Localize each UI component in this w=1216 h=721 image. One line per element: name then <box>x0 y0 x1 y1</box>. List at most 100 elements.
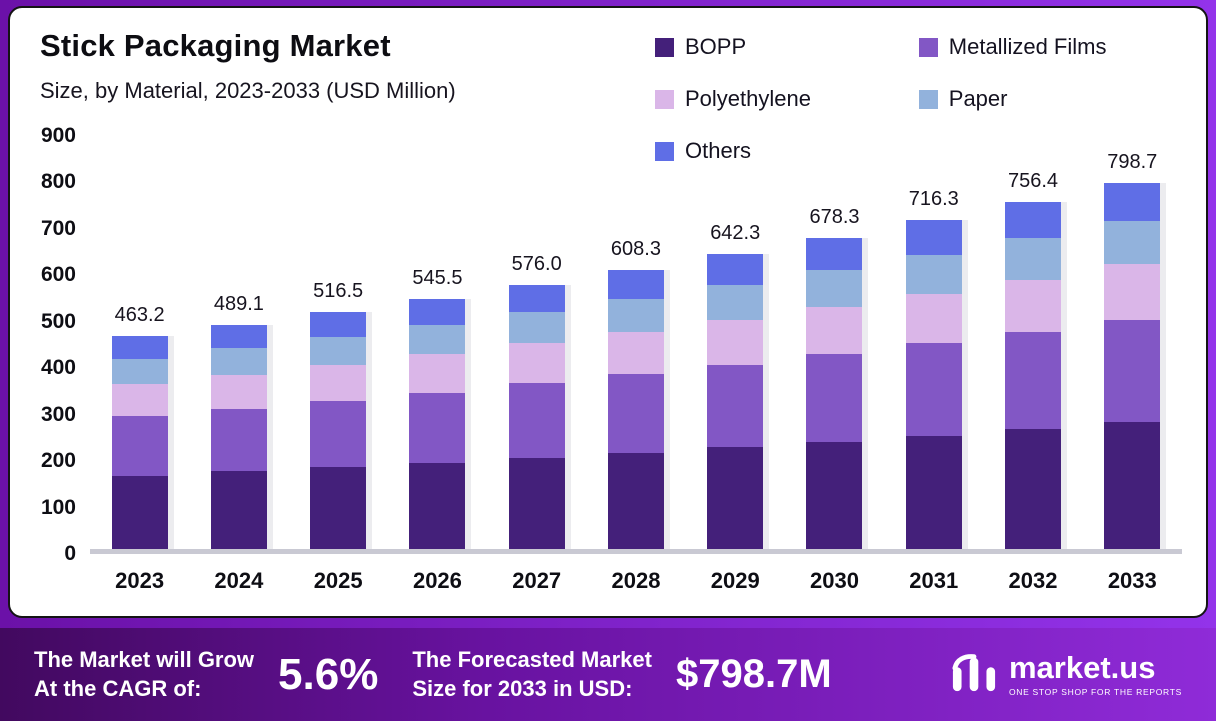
bar-segment-bopp <box>806 441 863 549</box>
legend: BOPP Metallized Films Polyethylene Paper Oth… <box>655 34 1170 164</box>
bar-segment-polyethylene <box>607 331 664 375</box>
forecast-label: The Forecasted Market Size for 2033 in U… <box>412 646 652 703</box>
cagr-label-line1: The Market will Grow <box>34 646 255 672</box>
forecast-label-line2: Size for 2033 in USD: <box>412 675 633 701</box>
y-tick-100: 100 <box>40 495 76 519</box>
bar-segment-polyethylene <box>806 307 863 355</box>
bar-total-label: 489.1 <box>213 292 264 315</box>
forecast-label-line1: The Forecasted Market <box>412 646 652 672</box>
bar-segment-metallized-films <box>111 415 168 476</box>
bar-segment-bopp <box>1104 422 1161 549</box>
cagr-value: 5.6% <box>278 649 379 699</box>
page: Stick Packaging Market Size, by Material… <box>0 6 1216 721</box>
bar-segment-bopp <box>607 452 664 549</box>
bar-total-label: 463.2 <box>114 304 165 327</box>
bar-segment-paper <box>210 348 267 375</box>
bar-segment-bopp <box>1005 429 1062 549</box>
forecast-value: $798.7M <box>675 652 832 696</box>
bar-segment-paper <box>1005 238 1062 280</box>
legend-item-polyethylene: Polyethylene <box>655 86 919 112</box>
bar-group-2025: 516.5 <box>289 136 388 549</box>
bar-group-2024: 489.1 <box>189 136 288 549</box>
bar-group-2023: 463.2 <box>90 136 189 549</box>
bar-2032 <box>1005 136 1062 549</box>
bar-segment-others <box>1005 201 1062 239</box>
bar-2025 <box>310 136 367 549</box>
x-label-2030: 2030 <box>810 568 859 593</box>
bar-segment-others <box>607 269 664 299</box>
bar-segment-bopp <box>508 457 565 549</box>
y-tick-800: 800 <box>40 170 76 194</box>
bar-segment-polyethylene <box>707 320 764 365</box>
bar-total-label: 576.0 <box>511 252 562 275</box>
bar-segment-polyethylene <box>310 365 367 401</box>
bar-segment-polyethylene <box>1005 279 1062 332</box>
bar-segment-others <box>310 312 367 338</box>
bar-segment-polyethylene <box>508 343 565 384</box>
bar-total-label: 516.5 <box>313 279 364 302</box>
bar-2028 <box>607 136 664 549</box>
bar-segment-metallized-films <box>1005 331 1062 430</box>
brand-tagline: ONE STOP SHOP FOR THE REPORTS <box>1008 687 1182 697</box>
x-label-2033: 2033 <box>1107 568 1157 593</box>
legend-swatch-paper <box>918 89 938 109</box>
bar-segment-paper <box>409 324 466 355</box>
x-axis-labels: 2023 2024 2025 2026 2027 2028 2029 2030 2031 2032… <box>90 568 1182 594</box>
y-tick-200: 200 <box>40 449 76 473</box>
bar-segment-bopp <box>111 475 168 549</box>
bar-2029 <box>707 136 764 549</box>
bar-total-label: 642.3 <box>710 222 761 245</box>
bar-total-label: 545.5 <box>412 266 463 289</box>
brand: market.us ONE STOP SHOP FOR THE REPORTS <box>951 652 1182 697</box>
x-label-2027: 2027 <box>512 568 562 593</box>
brand-name: market.us <box>1008 650 1156 685</box>
bar-total-label: 756.4 <box>1007 169 1059 192</box>
x-label-2026: 2026 <box>412 568 462 593</box>
cagr-label-line2: At the CAGR of: <box>34 675 202 701</box>
y-tick-700: 700 <box>40 216 76 240</box>
bar-segment-metallized-films <box>707 364 764 448</box>
bar-2030 <box>806 136 863 549</box>
bar-group-2031: 716.3 <box>884 136 983 549</box>
x-label-2029: 2029 <box>710 568 760 593</box>
bar-2023 <box>111 136 168 549</box>
y-tick-500: 500 <box>40 309 76 333</box>
bar-2024 <box>210 136 267 549</box>
x-label-2023: 2023 <box>115 568 165 593</box>
bar-segment-polyethylene <box>409 354 466 393</box>
bar-total-label: 716.3 <box>908 188 959 211</box>
bar-segment-others <box>210 324 267 349</box>
y-tick-300: 300 <box>40 402 76 426</box>
bar-segment-others <box>111 336 168 359</box>
bar-2031 <box>905 136 962 549</box>
legend-label-bopp: BOPP <box>685 34 747 59</box>
bar-segment-paper <box>707 285 764 321</box>
bar-segment-metallized-films <box>409 392 466 463</box>
bar-segment-paper <box>310 337 367 366</box>
bar-segment-others <box>409 298 466 325</box>
legend-label-others: Others <box>685 138 752 163</box>
legend-item-others: Others <box>655 138 919 164</box>
cagr-label: The Market will Grow At the CAGR of: <box>34 646 254 703</box>
legend-label-metallized-films: Metallized Films <box>948 34 1107 59</box>
chart: 900 800 700 600 500 400 300 200 100 0 463.2 489.1 5… <box>32 124 1182 565</box>
x-label-2025: 2025 <box>313 568 363 593</box>
chart-title: Stick Packaging Market <box>40 28 391 63</box>
bar-segment-polyethylene <box>905 293 962 344</box>
bars-row: 463.2 489.1 516.5 545.5 576.0 608.3 642.3 678.3… <box>90 136 1182 549</box>
bar-total-label: 798.7 <box>1107 150 1158 173</box>
x-label-2028: 2028 <box>611 568 661 593</box>
legend-swatch-metallized-films <box>918 37 938 57</box>
bar-segment-polyethylene <box>210 374 267 409</box>
legend-item-metallized-films: Metallized Films <box>918 34 1170 60</box>
chart-subtitle: Size, by Material, 2023-2033 (USD Millio… <box>40 78 456 103</box>
legend-swatch-polyethylene <box>655 89 674 109</box>
y-tick-600: 600 <box>40 263 76 287</box>
bar-group-2033: 798.7 <box>1083 136 1182 549</box>
legend-label-paper: Paper <box>948 86 1008 111</box>
x-label-2024: 2024 <box>214 568 264 593</box>
bar-total-label: 678.3 <box>809 205 860 228</box>
bar-segment-others <box>1104 182 1161 221</box>
legend-item-paper: Paper <box>918 86 1170 112</box>
bar-segment-paper <box>607 298 664 332</box>
